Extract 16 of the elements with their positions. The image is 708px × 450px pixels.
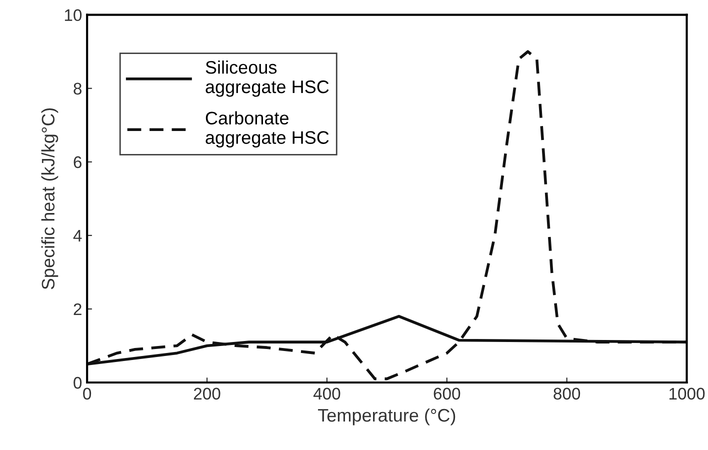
x-tick-label: 200 <box>194 388 220 400</box>
x-tick-label: 0 <box>83 388 92 400</box>
y-tick-label: 8 <box>74 82 82 95</box>
y-tick-label: 0 <box>74 376 82 389</box>
x-tick-label: 1000 <box>669 388 705 400</box>
x-tick-label: 600 <box>434 388 460 400</box>
y-tick-label: 10 <box>64 9 82 22</box>
x-axis-title: Temperature (°C) <box>318 408 456 426</box>
legend-label: Carbonate aggregate HSC <box>206 111 329 148</box>
y-tick-label: 6 <box>74 156 82 168</box>
y-axis-title: Specific heat (kJ/kg°C) <box>41 108 58 290</box>
legend-label: Siliceous aggregate HSC <box>206 60 329 97</box>
x-tick-label: 800 <box>554 388 580 400</box>
x-tick-label: 400 <box>313 388 340 400</box>
y-tick-label: 4 <box>73 230 82 242</box>
y-tick-label: 2 <box>74 303 82 316</box>
